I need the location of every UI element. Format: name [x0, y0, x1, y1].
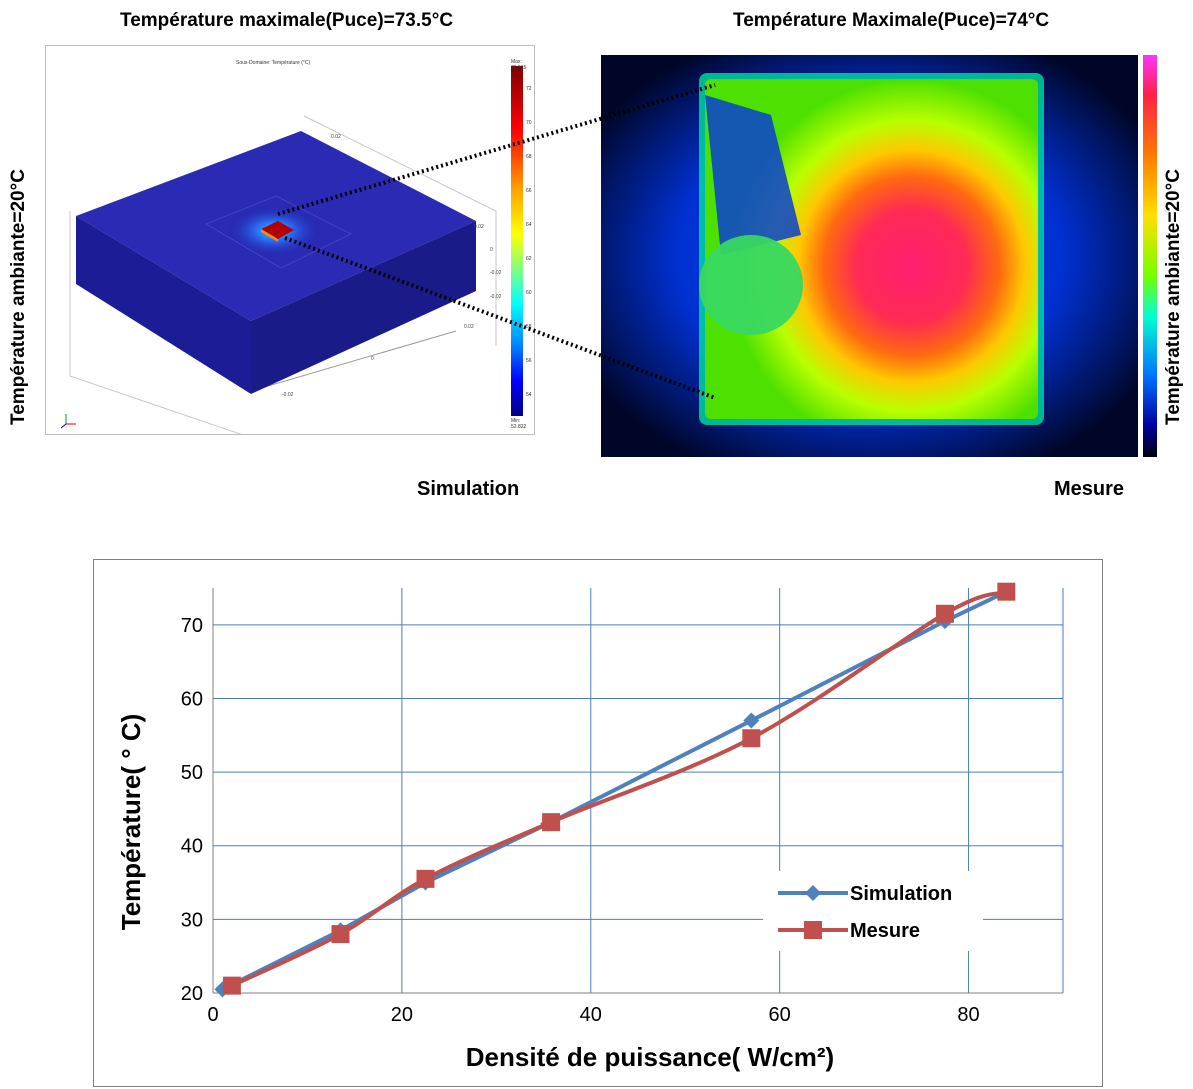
y-tick-label: 50: [181, 762, 203, 784]
simulation-color-scale: [511, 66, 523, 416]
legend-box: [763, 871, 983, 951]
substrate-left-face: [76, 216, 251, 394]
axis-tick-label: -0.02: [490, 270, 502, 276]
chart-frame: [93, 559, 1103, 1087]
zoom-connector-bottom: [284, 236, 716, 400]
legend-marker: [804, 921, 822, 939]
x-axis-label: Densité de puissance( W/cm²): [466, 1042, 834, 1072]
simulation-scale-tick: 62: [526, 256, 532, 262]
legend-label: Mesure: [850, 920, 920, 942]
data-point-mesure: [542, 813, 561, 832]
infrared-measurement-view: [601, 55, 1138, 457]
y-tick-label: 60: [181, 688, 203, 710]
axis-tick-label: 0.02: [331, 134, 341, 140]
simulation-inner-title: Sous-Domaine: Température (°C): [236, 60, 311, 66]
chip-square: [261, 221, 294, 239]
axis-tick-label: -0.02: [282, 392, 294, 398]
axis-tick-label: -0.02: [490, 294, 502, 300]
axis-box-left: [69, 211, 242, 434]
axis-tick-label: 0.02: [474, 224, 484, 230]
axis-tick-label: 0: [371, 356, 374, 362]
axis-box-right: [303, 115, 497, 346]
simulation-scale-tick: 58: [526, 324, 532, 330]
y-tick-label: 30: [181, 909, 203, 931]
simulation-scale-tick: 70: [526, 120, 532, 126]
simulation-caption: Simulation: [417, 478, 520, 500]
y-tick-label: 20: [181, 983, 203, 1005]
measurement-max-temp-title: Température Maximale(Puce)=74°C: [733, 10, 1050, 31]
y-axis-label: Température( ° C): [116, 714, 146, 931]
axis-tick-label: 0.02: [464, 324, 474, 330]
legend-label: Simulation: [850, 883, 952, 905]
data-point-mesure: [416, 869, 435, 888]
simulation-scale-tick: 60: [526, 290, 532, 296]
zoom-connector-top: [277, 83, 716, 216]
x-tick-label: 20: [391, 1004, 413, 1026]
data-point-mesure: [331, 925, 350, 944]
y-tick-label: 40: [181, 836, 203, 858]
x-tick-label: 60: [769, 1004, 791, 1026]
simulation-scale-tick: 66: [526, 188, 532, 194]
y-tick-label: 70: [181, 615, 203, 637]
data-point-mesure: [742, 729, 761, 748]
infrared-thermal-image: [601, 55, 1138, 457]
simulation-3d-render: 0.02 0.02 0 -0.02 0.02 0 -0.02 -0.02: [60, 115, 502, 434]
substrate-right-face: [251, 221, 476, 394]
simulation-scale-tick: 64: [526, 222, 532, 228]
simulation-scale-tick: 54: [526, 392, 532, 398]
infrared-color-scale: [1143, 55, 1157, 457]
substrate-outline-inner: [205, 195, 352, 269]
chip-edge: [261, 229, 278, 242]
data-point-simulation: [743, 712, 760, 729]
zoom-connector-lines: [277, 83, 716, 400]
measurement-caption: Mesure: [1054, 478, 1125, 500]
simulation-scale-min: Min: 52.822: [511, 418, 527, 430]
simulation-scale-tick: 56: [526, 358, 532, 364]
axis-line-bottom: [250, 330, 457, 392]
data-point-mesure: [997, 582, 1016, 601]
x-tick-label: 40: [580, 1004, 602, 1026]
x-tick-label: 0: [207, 1004, 218, 1026]
x-tick-label: 80: [957, 1004, 979, 1026]
simulation-scale-tick: 72: [526, 86, 532, 92]
data-point-mesure: [222, 976, 241, 995]
axis-tick-label: 0: [490, 247, 493, 253]
data-point-mesure: [935, 604, 954, 623]
legend-marker: [805, 885, 821, 901]
simulation-scale-tick: 68: [526, 154, 532, 160]
simulation-max-temp-title: Température maximale(Puce)=73.5°C: [120, 10, 454, 31]
simulation-scale-max: Max: 73.515: [511, 59, 527, 71]
simulation-view: Sous-Domaine: Température (°C) 0.02 0.: [45, 45, 535, 435]
